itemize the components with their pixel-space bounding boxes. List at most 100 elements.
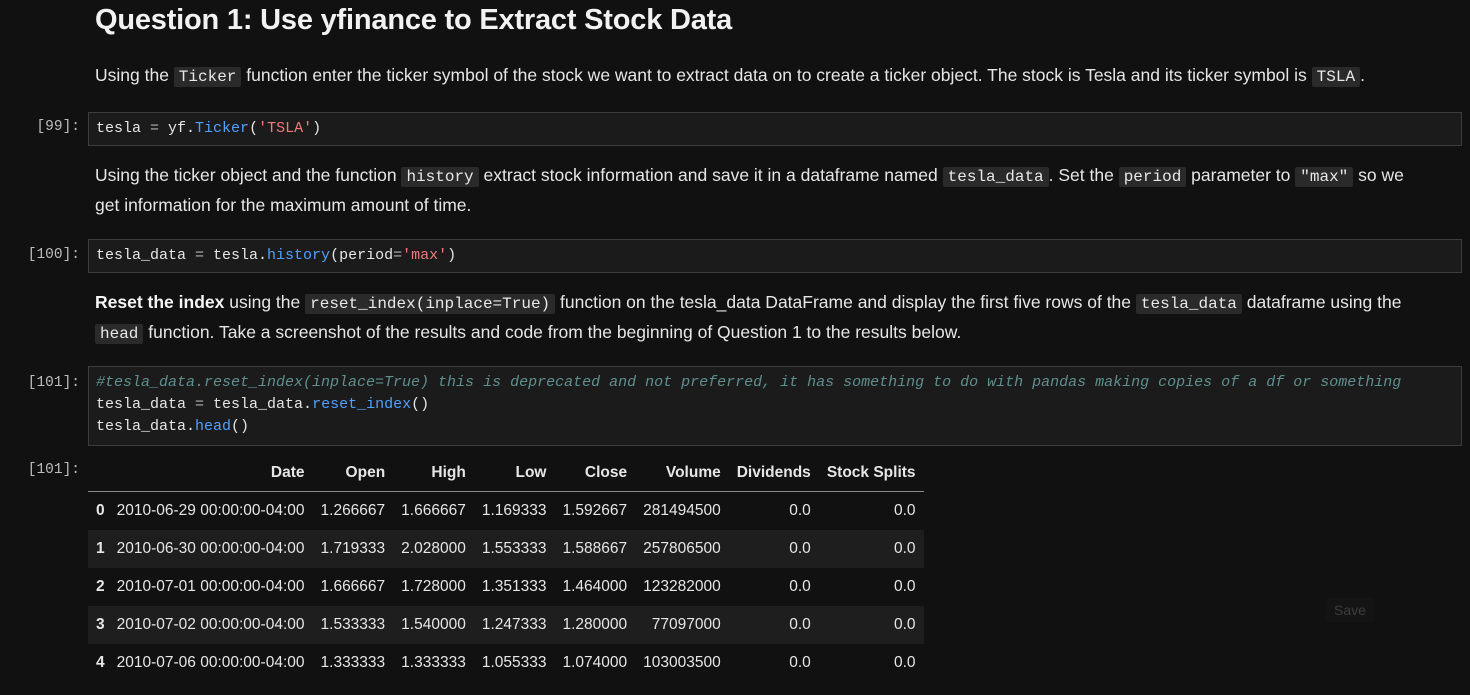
code-token: 'max'	[402, 247, 448, 264]
code-token: )	[312, 120, 322, 137]
cell-prompt-99: [99]:	[36, 119, 80, 135]
table-cell: 1.666667	[401, 502, 466, 519]
code-token: tesla_data.	[96, 418, 196, 435]
code-token: =	[393, 247, 403, 264]
code-token: =	[141, 120, 169, 137]
inline-code-tsla: TSLA	[1311, 67, 1361, 87]
inline-code-ticker: Ticker	[173, 67, 242, 87]
table-cell: 2010-06-30 00:00:00-04:00	[108, 530, 313, 568]
inline-code-reset-index: reset_index(inplace=True)	[305, 294, 556, 314]
table-cell: 0.0	[728, 606, 819, 644]
question-heading: Question 1: Use yfinance to Extract Stoc…	[95, 4, 733, 36]
column-header: Date	[108, 454, 313, 492]
table-cell: 123282000	[643, 578, 721, 595]
code-token: (period	[330, 247, 394, 264]
table-row: 4 2010-07-06 00:00:00-04:00 1.333333 1.3…	[88, 644, 924, 682]
row-index: 0	[96, 502, 105, 519]
md-text: function. Take a screenshot of the resul…	[143, 322, 962, 342]
table-cell: 1.333333	[320, 654, 386, 671]
code-token: ()	[231, 418, 250, 435]
table-cell: 1.247333	[473, 606, 555, 644]
dataframe-output-table: Date Open High Low Close Volume Dividend…	[88, 454, 924, 682]
code-token: tesla_data	[96, 247, 187, 264]
code-token: tesla.	[213, 247, 268, 264]
table-cell: 1.533333	[312, 606, 394, 644]
code-comment: #tesla_data.reset_index(inplace=True) th…	[96, 374, 1402, 391]
row-index: 1	[88, 530, 109, 568]
table-cell: 2010-06-29 00:00:00-04:00	[116, 502, 305, 519]
table-cell: 0.0	[893, 502, 916, 519]
table-cell: 2010-07-02 00:00:00-04:00	[108, 606, 313, 644]
table-header-row: Date Open High Low Close Volume Dividend…	[88, 454, 924, 492]
table-cell: 0.0	[789, 578, 811, 595]
code-token: =	[186, 247, 214, 264]
code-cell-101[interactable]: #tesla_data.reset_index(inplace=True) th…	[88, 366, 1462, 446]
table-cell: 0.0	[818, 530, 924, 568]
table-row: 2 2010-07-01 00:00:00-04:00 1.666667 1.7…	[88, 568, 924, 606]
md-text: so we	[1353, 165, 1404, 185]
md-text: Using the ticker object and the function	[95, 165, 402, 185]
table-cell: 1.666667	[320, 578, 386, 595]
md-text: . Set the	[1048, 165, 1119, 185]
md-text: function on the tesla_data DataFrame and…	[555, 292, 1136, 312]
row-index: 3	[88, 606, 109, 644]
table-cell: 77097000	[635, 606, 729, 644]
code-token: tesla	[96, 120, 142, 137]
code-token: reset_index	[312, 396, 412, 413]
row-index: 4	[96, 654, 105, 671]
table-cell: 1.553333	[473, 530, 555, 568]
table-cell: 281494500	[643, 502, 721, 519]
table-cell: 0.0	[893, 578, 916, 595]
table-cell: 1.540000	[393, 606, 474, 644]
inline-code-head: head	[95, 324, 144, 344]
table-cell: 2010-07-06 00:00:00-04:00	[116, 654, 305, 671]
code-token: yf.	[168, 120, 196, 137]
table-cell: 1.280000	[554, 606, 636, 644]
code-token: history	[267, 247, 331, 264]
md-text: get information for the maximum amount o…	[95, 195, 472, 215]
table-cell: 0.0	[789, 654, 811, 671]
code-cell-100[interactable]: tesla_data = tesla.history(period='max')	[88, 239, 1462, 273]
column-header: Low	[473, 454, 555, 492]
table-cell: 1.266667	[320, 502, 386, 519]
md-text: using the	[224, 292, 306, 312]
save-button[interactable]: Save	[1326, 598, 1374, 622]
table-cell: 0.0	[728, 530, 819, 568]
code-token: head	[195, 418, 232, 435]
table-cell: 1.592667	[562, 502, 628, 519]
table-cell: 0.0	[789, 502, 811, 519]
column-header: Close	[554, 454, 636, 492]
column-header: Open	[312, 454, 394, 492]
cell-prompt-101: [101]:	[27, 375, 80, 391]
table-cell: 1.074000	[562, 654, 628, 671]
column-header: Stock Splits	[818, 454, 924, 492]
markdown-history-instructions: Using the ticker object and the function…	[95, 161, 1404, 219]
table-row: 3 2010-07-02 00:00:00-04:00 1.533333 1.5…	[88, 606, 924, 644]
table-cell: 1.728000	[401, 578, 466, 595]
code-token: 'TSLA'	[258, 120, 313, 137]
md-text: extract stock information and save it in…	[478, 165, 943, 185]
column-header	[88, 454, 109, 492]
md-bold-text: Reset the index	[95, 292, 225, 312]
markdown-reset-index-instructions: Reset the index using the reset_index(in…	[95, 288, 1401, 348]
table-cell: 1.333333	[401, 654, 466, 671]
code-cell-99[interactable]: tesla = yf.Ticker('TSLA')	[88, 112, 1462, 146]
table-cell: 0.0	[818, 606, 924, 644]
md-text: dataframe using the	[1241, 292, 1402, 312]
table-cell: 0.0	[893, 654, 916, 671]
table-cell: 257806500	[635, 530, 729, 568]
table-cell: 1.351333	[481, 578, 547, 595]
table-cell: 1.055333	[481, 654, 547, 671]
table-cell: 1.588667	[554, 530, 636, 568]
table-cell: 103003500	[643, 654, 721, 671]
md-text: parameter to	[1186, 165, 1296, 185]
markdown-ticker-instructions: Using the Ticker function enter the tick…	[95, 61, 1365, 91]
code-token: tesla_data	[96, 396, 187, 413]
code-token: (	[249, 120, 259, 137]
inline-code-max: "max"	[1295, 167, 1354, 187]
output-prompt-101: [101]:	[27, 462, 80, 478]
code-token: Ticker	[195, 120, 250, 137]
md-text: Using the	[95, 65, 174, 85]
code-token: )	[447, 247, 457, 264]
